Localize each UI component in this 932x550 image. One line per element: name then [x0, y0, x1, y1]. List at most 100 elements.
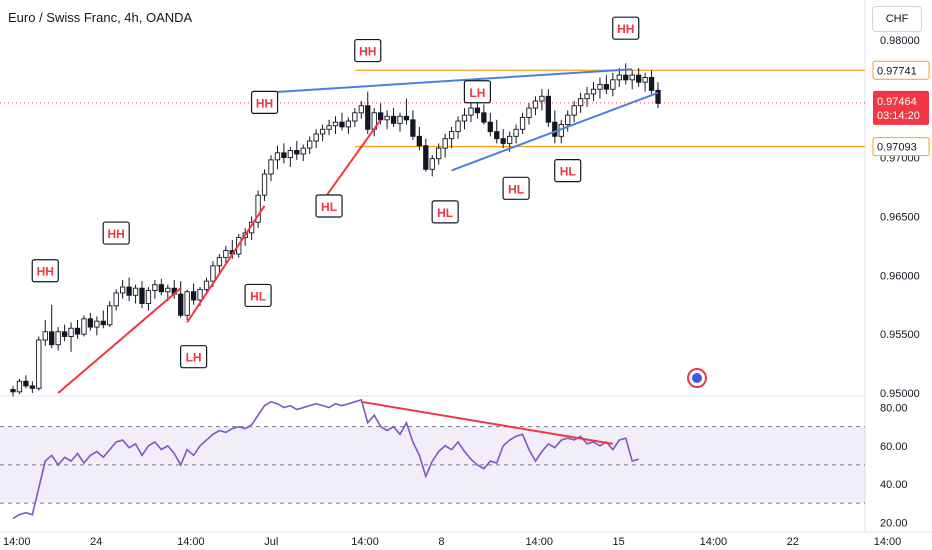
candle-up	[584, 93, 590, 100]
time-tick-label: Jul	[264, 536, 278, 548]
candle-down	[487, 121, 493, 133]
price-tick-label: 0.95500	[880, 329, 920, 341]
candle-down	[552, 121, 558, 137]
candle-down	[49, 331, 55, 346]
candle-down	[294, 150, 300, 155]
candle-up	[107, 305, 113, 326]
swing-label-box	[612, 16, 640, 40]
candle-up	[519, 117, 526, 130]
currency-button[interactable]: CHF	[872, 6, 922, 32]
candle-down	[410, 119, 416, 137]
level-label: 0.97093	[877, 142, 917, 154]
candle-down	[29, 385, 35, 389]
time-tick-label: 22	[787, 536, 799, 548]
candle-up	[55, 331, 61, 346]
swing-label: LH	[469, 86, 485, 100]
candle-up	[577, 98, 584, 107]
candle-up	[532, 100, 539, 109]
candle-down	[23, 380, 29, 387]
candle-down	[416, 135, 422, 147]
time-tick-label: 14:00	[177, 536, 205, 548]
current-price-value: 0.97464	[877, 96, 917, 108]
candle-up	[268, 159, 274, 175]
time-tick-label: 24	[90, 536, 102, 548]
candle-up	[94, 320, 100, 328]
candle-down	[655, 89, 661, 104]
price-tick-label: 0.96500	[880, 211, 920, 223]
swing-label-box	[354, 38, 382, 63]
level-label: 0.97741	[877, 65, 917, 77]
candle-down	[61, 331, 68, 337]
swing-label-box	[463, 80, 491, 104]
support-trendline[interactable]	[186, 205, 266, 323]
candle-up	[319, 128, 326, 135]
time-tick-label: 14:00	[874, 536, 902, 548]
candle-up	[152, 284, 158, 292]
candle-down	[623, 74, 629, 81]
candle-up	[165, 287, 171, 293]
time-tick-label: 14:00	[525, 536, 553, 548]
time-tick-label: 14:00	[351, 536, 379, 548]
candle-up	[203, 280, 210, 290]
price-tick-label: 0.95000	[880, 388, 920, 400]
price-tick-label: 0.98000	[880, 35, 920, 47]
rsi-tick-label: 40.00	[880, 479, 908, 491]
candle-up	[255, 194, 261, 223]
time-tick-label: 14:00	[3, 536, 31, 548]
swing-label: HL	[250, 289, 266, 303]
channel-trendline[interactable]	[264, 68, 633, 94]
rsi-tick-label: 60.00	[880, 441, 908, 453]
candle-down	[100, 320, 106, 326]
event-marker-core	[692, 373, 702, 383]
candle-down	[423, 145, 429, 170]
swing-label: HL	[321, 200, 337, 214]
candle-down	[494, 131, 500, 140]
current-price-countdown: 03:14:20	[877, 110, 920, 122]
candle-up	[42, 331, 48, 341]
candle-down	[481, 112, 487, 123]
support-trendline[interactable]	[57, 287, 182, 394]
candle-up	[132, 287, 139, 296]
candle-up	[145, 290, 152, 304]
candle-up	[448, 131, 455, 140]
support-trendline[interactable]	[321, 119, 382, 202]
candle-down	[500, 138, 506, 144]
time-tick-label: 15	[613, 536, 625, 548]
rsi-divergence-line[interactable]	[361, 400, 614, 445]
candle-up	[345, 120, 352, 128]
price-tick-label: 0.96000	[880, 270, 920, 282]
swing-label-box	[31, 259, 59, 283]
swing-label-box	[554, 159, 582, 183]
candle-up	[461, 114, 468, 122]
candle-down	[403, 115, 410, 121]
level-tag	[872, 137, 930, 157]
candle-up	[590, 88, 597, 95]
candle-up	[197, 288, 203, 301]
swing-label: HL	[508, 182, 524, 196]
candle-up	[455, 120, 461, 133]
candle-up	[629, 74, 635, 81]
candle-up	[81, 318, 87, 335]
candle-up	[384, 115, 390, 121]
candle-up	[184, 291, 190, 316]
candle-down	[648, 77, 655, 91]
candle-down	[190, 291, 197, 301]
candle-down	[390, 115, 397, 124]
candle-up	[436, 147, 442, 160]
candle-up	[565, 114, 571, 125]
time-tick-label: 14:00	[700, 536, 728, 548]
swing-label-box	[502, 176, 530, 200]
candle-up	[507, 135, 513, 144]
candle-up	[616, 74, 622, 81]
candle-up	[642, 77, 648, 83]
candle-down	[178, 293, 184, 316]
candle-up	[36, 339, 42, 389]
candle-up	[352, 112, 358, 122]
rsi-tick-label: 20.00	[880, 517, 908, 529]
channel-trendline[interactable]	[451, 91, 659, 172]
candle-up	[526, 107, 532, 118]
current-price-tag	[873, 90, 929, 125]
candle-down	[74, 327, 81, 335]
candle-down	[87, 318, 94, 328]
